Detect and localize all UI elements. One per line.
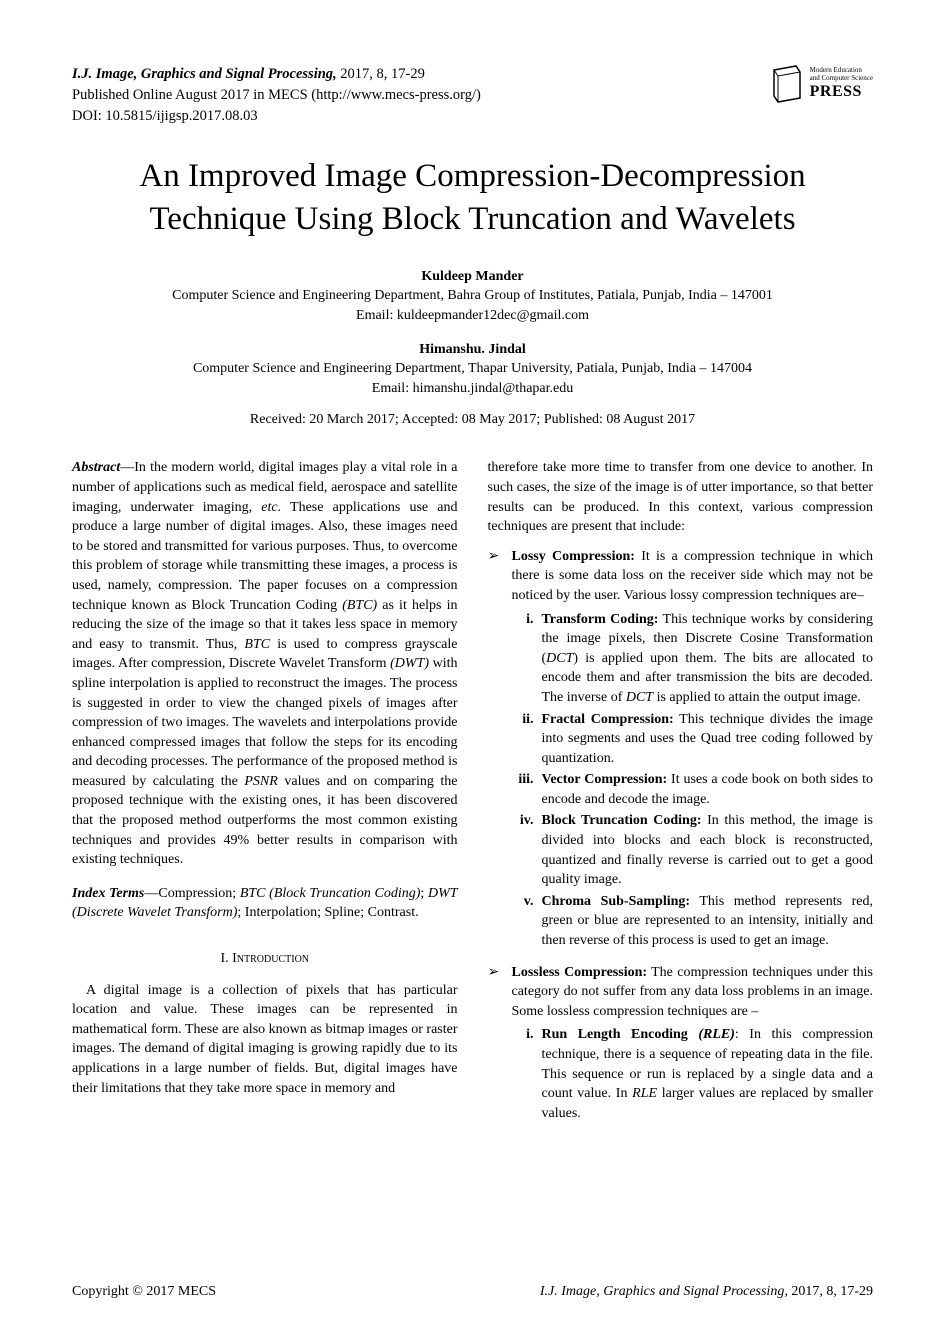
- abstract-t2: . These applications use and produce a l…: [72, 500, 458, 613]
- sub-it2: DCT: [626, 690, 653, 705]
- author-email-1: Email: kuldeepmander12dec@gmail.com: [72, 306, 873, 326]
- sub-label: Transform Coding:: [542, 612, 659, 627]
- sub-it1: DCT: [546, 651, 573, 666]
- sub-num: i.: [512, 610, 534, 708]
- footer-journal: I.J. Image, Graphics and Signal Processi…: [540, 1284, 873, 1300]
- section-name: Introduction: [232, 951, 309, 966]
- lossless-sublist: i. Run Length Encoding (RLE): In this co…: [512, 1025, 874, 1123]
- doi: DOI: 10.5815/ijigsp.2017.08.03: [72, 106, 481, 127]
- lossless-head: Lossless Compression: The compression te…: [512, 963, 874, 1022]
- book-icon: [770, 64, 804, 104]
- issue-ref: 2017, 8, 17-29: [337, 66, 425, 82]
- journal-name: I.J. Image, Graphics and Signal Processi…: [72, 66, 337, 82]
- abstract: Abstract—In the modern world, digital im…: [72, 458, 458, 869]
- lossy-item-5: v. Chroma Sub-Sampling: This method repr…: [512, 892, 874, 951]
- sub-num: ii.: [512, 710, 534, 769]
- logo-press: PRESS: [810, 83, 873, 101]
- sub-body: Chroma Sub-Sampling: This method represe…: [542, 892, 874, 951]
- abstract-t5: with spline interpolation is applied to …: [72, 656, 458, 789]
- lossy-item-2: ii. Fractal Compression: This technique …: [512, 710, 874, 769]
- lossless-label: Lossless Compression:: [512, 965, 648, 980]
- page-footer: Copyright © 2017 MECS I.J. Image, Graphi…: [72, 1284, 873, 1300]
- lossy-block: ➢ Lossy Compression: It is a compression…: [488, 547, 874, 951]
- sub-label: Block Truncation Coding:: [542, 813, 702, 828]
- dates-line: Received: 20 March 2017; Accepted: 08 Ma…: [72, 412, 873, 428]
- section-heading: I. Introduction: [72, 949, 458, 969]
- index-s1: ;: [420, 886, 428, 901]
- lossy-item-4: iv. Block Truncation Coding: In this met…: [512, 811, 874, 889]
- bullet-icon: ➢: [488, 963, 502, 1022]
- publisher-logo: Modern Education and Computer Science PR…: [770, 64, 873, 104]
- sub-body: Fractal Compression: This technique divi…: [542, 710, 874, 769]
- author-name-2: Himanshu. Jindal: [72, 340, 873, 360]
- index-s2: ; Interpolation; Spline; Contrast.: [237, 905, 418, 920]
- sub-num: iii.: [512, 770, 534, 809]
- sub-body: Vector Compression: It uses a code book …: [542, 770, 874, 809]
- sub-label: Vector Compression:: [542, 772, 668, 787]
- intro-paragraph: A digital image is a collection of pixel…: [72, 981, 458, 1099]
- footer-journal-name: I.J. Image, Graphics and Signal Processi…: [540, 1284, 791, 1299]
- index-terms: Index Terms—Compression; BTC (Block Trun…: [72, 884, 458, 923]
- sub-num: v.: [512, 892, 534, 951]
- right-column: therefore take more time to transfer fro…: [488, 458, 874, 1125]
- sub-t3: is applied to attain the output image.: [653, 690, 861, 705]
- pub-line: Published Online August 2017 in MECS (ht…: [72, 85, 481, 106]
- sub-label: Fractal Compression:: [542, 712, 674, 727]
- index-label: Index Terms: [72, 886, 144, 901]
- page-header: I.J. Image, Graphics and Signal Processi…: [72, 64, 873, 127]
- abstract-etc: etc: [261, 500, 277, 515]
- abstract-btc: (BTC): [342, 598, 377, 613]
- index-dash: —: [144, 886, 158, 901]
- col2-intro: therefore take more time to transfer fro…: [488, 458, 874, 536]
- author-block-2: Himanshu. Jindal Computer Science and En…: [72, 340, 873, 399]
- sub-label: Chroma Sub-Sampling:: [542, 894, 691, 909]
- lossy-item-3: iii. Vector Compression: It uses a code …: [512, 770, 874, 809]
- sub-body: Block Truncation Coding: In this method,…: [542, 811, 874, 889]
- lossy-sublist: i. Transform Coding: This technique work…: [512, 610, 874, 951]
- index-btc: BTC (Block Truncation Coding): [240, 886, 421, 901]
- lossless-item-1: i. Run Length Encoding (RLE): In this co…: [512, 1025, 874, 1123]
- logo-text-block: Modern Education and Computer Science PR…: [810, 67, 873, 100]
- sub-pre: Run Length Encoding: [542, 1027, 699, 1042]
- footer-copyright: Copyright © 2017 MECS: [72, 1284, 216, 1300]
- sub-num: iv.: [512, 811, 534, 889]
- abstract-dash: —: [120, 460, 134, 475]
- abstract-btc2: BTC: [244, 637, 270, 652]
- sub-it0: (RLE): [698, 1027, 735, 1042]
- footer-issue: 2017, 8, 17-29: [791, 1284, 873, 1299]
- lossy-bullet-row: ➢ Lossy Compression: It is a compression…: [488, 547, 874, 606]
- abstract-psnr: PSNR: [244, 774, 277, 789]
- lossy-head: Lossy Compression: It is a compression t…: [512, 547, 874, 606]
- abstract-dwt: (DWT): [390, 656, 429, 671]
- author-block-1: Kuldeep Mander Computer Science and Engi…: [72, 267, 873, 326]
- left-column: Abstract—In the modern world, digital im…: [72, 458, 458, 1125]
- lossy-label: Lossy Compression:: [512, 549, 635, 564]
- lossless-bullet-row: ➢ Lossless Compression: The compression …: [488, 963, 874, 1022]
- sub-num: i.: [512, 1025, 534, 1123]
- logo-line2: and Computer Science: [810, 75, 873, 83]
- author-email-2: Email: himanshu.jindal@thapar.edu: [72, 379, 873, 399]
- abstract-label: Abstract: [72, 460, 120, 475]
- lossy-item-1: i. Transform Coding: This technique work…: [512, 610, 874, 708]
- author-affil-2: Computer Science and Engineering Departm…: [72, 359, 873, 379]
- author-name-1: Kuldeep Mander: [72, 267, 873, 287]
- sub-body: Run Length Encoding (RLE): In this compr…: [542, 1025, 874, 1123]
- sub-body: Transform Coding: This technique works b…: [542, 610, 874, 708]
- author-affil-1: Computer Science and Engineering Departm…: [72, 286, 873, 306]
- journal-info: I.J. Image, Graphics and Signal Processi…: [72, 64, 481, 127]
- paper-title: An Improved Image Compression-Decompress…: [72, 155, 873, 241]
- body-columns: Abstract—In the modern world, digital im…: [72, 458, 873, 1125]
- sub-it1: RLE: [632, 1086, 657, 1101]
- index-t1: Compression;: [158, 886, 239, 901]
- lossless-block: ➢ Lossless Compression: The compression …: [488, 963, 874, 1124]
- bullet-icon: ➢: [488, 547, 502, 606]
- section-num: I.: [220, 951, 228, 966]
